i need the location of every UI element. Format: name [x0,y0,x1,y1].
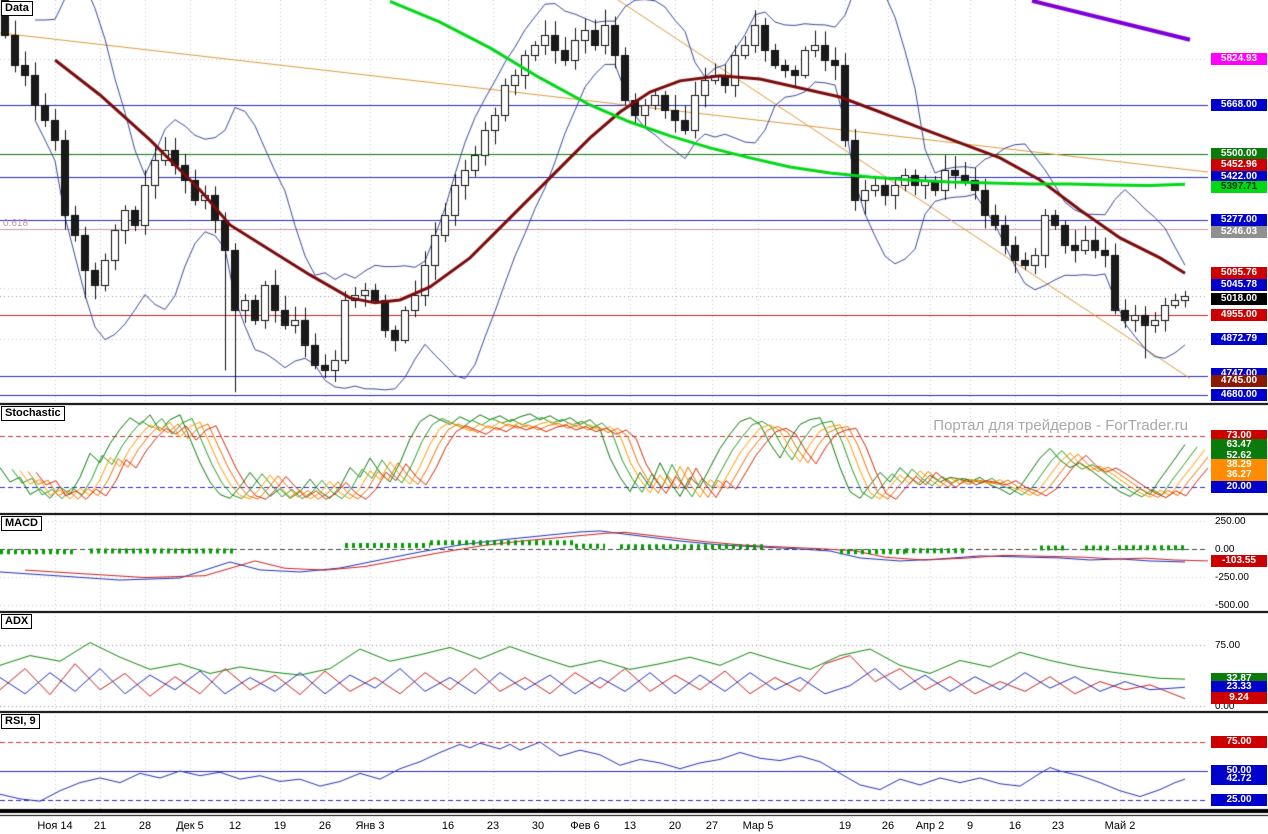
time-axis-label: 20 [668,820,682,832]
panel-label-adx[interactable]: ADX [1,614,33,629]
time-axis-label: 28 [138,820,152,832]
time-axis-label: 12 [228,820,242,832]
time-axis-label: 9 [966,820,974,832]
time-axis-label: 16 [1008,820,1022,832]
time-axis-label: 13 [623,820,637,832]
price-axis-tag: 4955.00 [1211,308,1267,321]
price-axis-tag: 5422.00 [1211,171,1267,184]
time-axis-label: 19 [273,820,287,832]
macd-scale-label: -250.00 [1215,572,1249,584]
panel-label-rsi[interactable]: RSI, 9 [1,714,40,729]
adx-scale-label: 75.00 [1215,640,1241,651]
price-axis-tag: 5277.00 [1211,213,1267,226]
stochastic-axis-tag: 20.00 [1211,480,1267,493]
price-axis-tag: 5045.78 [1211,278,1267,291]
price-axis-tag: 5452.96 [1211,159,1267,172]
macd-scale-label: -500.00 [1215,600,1249,612]
time-axis-label: Мар 5 [742,820,774,832]
price-axis-tag: 5095.76 [1211,267,1267,280]
time-axis-label: Май 2 [1104,820,1136,832]
time-axis-label: 26 [881,820,895,832]
time-axis-label: Янв 3 [355,820,385,832]
price-axis-tag: 4680.00 [1211,389,1267,402]
stochastic-axis-tag: 63.47 [1211,439,1267,452]
watermark: Портал для трейдеров - ForTrader.ru [933,417,1188,434]
time-axis-label: Ноя 14 [37,820,73,832]
price-axis-tag: 5018.00 [1211,293,1267,306]
macd-scale-label: 250.00 [1215,515,1246,527]
time-axis-label: 16 [441,820,455,832]
adx-axis-tag: 9.24 [1211,692,1267,705]
panel-label-stochastic[interactable]: Stochastic [1,406,65,421]
price-axis-tag: 5668.00 [1211,98,1267,111]
stochastic-axis-tag: 73.00 [1211,429,1267,442]
price-axis-tag: 5500.00 [1211,148,1267,161]
panel-label-macd[interactable]: MACD [1,516,42,531]
stochastic-axis-tag: 52.62 [1211,449,1267,462]
time-axis-label: 23 [1051,820,1065,832]
time-axis-label: 27 [705,820,719,832]
rsi-axis-tag: 42.72 [1211,773,1267,786]
price-axis-tag: 4745.00 [1211,374,1267,387]
fib-level-label: 0.618 [3,218,29,229]
time-axis-label: Дек 5 [176,820,204,832]
macd-scale-label: 0.00 [1215,543,1235,555]
adx-axis-tag: 23.33 [1211,681,1267,694]
time-axis-label: Фев 6 [570,820,600,832]
price-axis-tag: 4872.79 [1211,332,1267,345]
time-axis-label: 26 [318,820,332,832]
price-axis-tag: 5397.71 [1211,181,1267,194]
price-axis-tag: 5246.03 [1211,226,1267,239]
time-axis-label: Апр 2 [915,820,945,832]
adx-scale-label: 0.00 [1215,700,1235,712]
time-axis-label: 23 [486,820,500,832]
stochastic-axis-tag: 38.29 [1211,459,1267,472]
stochastic-axis-tag: 36.27 [1211,469,1267,482]
time-axis-label: 30 [531,820,545,832]
rsi-axis-tag: 25.00 [1211,794,1267,807]
rsi-axis-tag: 75.00 [1211,736,1267,749]
price-axis-tag: 5824.93 [1211,52,1267,65]
time-axis-label: 21 [93,820,107,832]
panel-label-data[interactable]: Data [1,1,33,16]
macd-axis-tag: -103.55 [1211,554,1267,567]
time-axis-label: 19 [838,820,852,832]
